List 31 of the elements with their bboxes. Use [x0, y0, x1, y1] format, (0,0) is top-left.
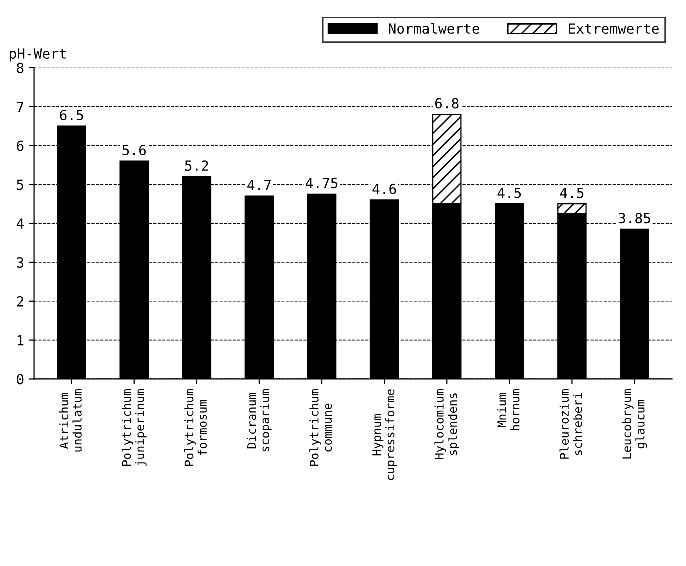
x-tick-label: Hypnum cupressiforme [372, 390, 397, 480]
x-tick-label: Dicranum scoparium [247, 390, 272, 452]
total-label: 5.2 [185, 160, 208, 172]
total-label: 5.6 [122, 145, 146, 156]
x-tick-label: Polytrichum formosum [184, 390, 208, 466]
x-tick-label: Hylocomium splendens [434, 390, 460, 460]
x-tick-label: Pleurozium schreberi [560, 390, 582, 459]
x-tick-label: Atrichum undulatum [60, 390, 82, 452]
y-tick-label: 2 [17, 296, 24, 307]
y-tick-label: 0 [17, 374, 24, 385]
total-label: 4.6 [372, 184, 396, 194]
x-tick-label: Polytrichum commune [310, 390, 332, 466]
y-tick-label: 3 [17, 257, 24, 268]
legend-label: Normalwerte [389, 23, 480, 34]
y-tick-label: 1 [18, 335, 24, 346]
y-tick-label: 4 [16, 218, 24, 229]
total-label: 4.5 [560, 188, 584, 198]
x-tick-label: Mnium hornum [497, 390, 520, 430]
y-tick-label: 5 [17, 180, 24, 190]
total-label: 3.85 [618, 213, 650, 224]
total-label: 4.7 [248, 180, 271, 190]
total-label: 6.5 [60, 110, 84, 120]
y-tick-label: 6 [17, 140, 24, 152]
legend-label: Extremwerte [569, 24, 659, 34]
total-label: 6.8 [435, 98, 459, 109]
x-tick-label: Leucobryum glaucum [622, 390, 648, 459]
y-tick-label: 7 [17, 102, 24, 112]
y-tick-label: 8 [17, 62, 24, 74]
y-axis-title: pH-Wert [10, 48, 66, 62]
total-label: 4.75 [306, 178, 338, 189]
total-label: 4.5 [498, 188, 522, 198]
